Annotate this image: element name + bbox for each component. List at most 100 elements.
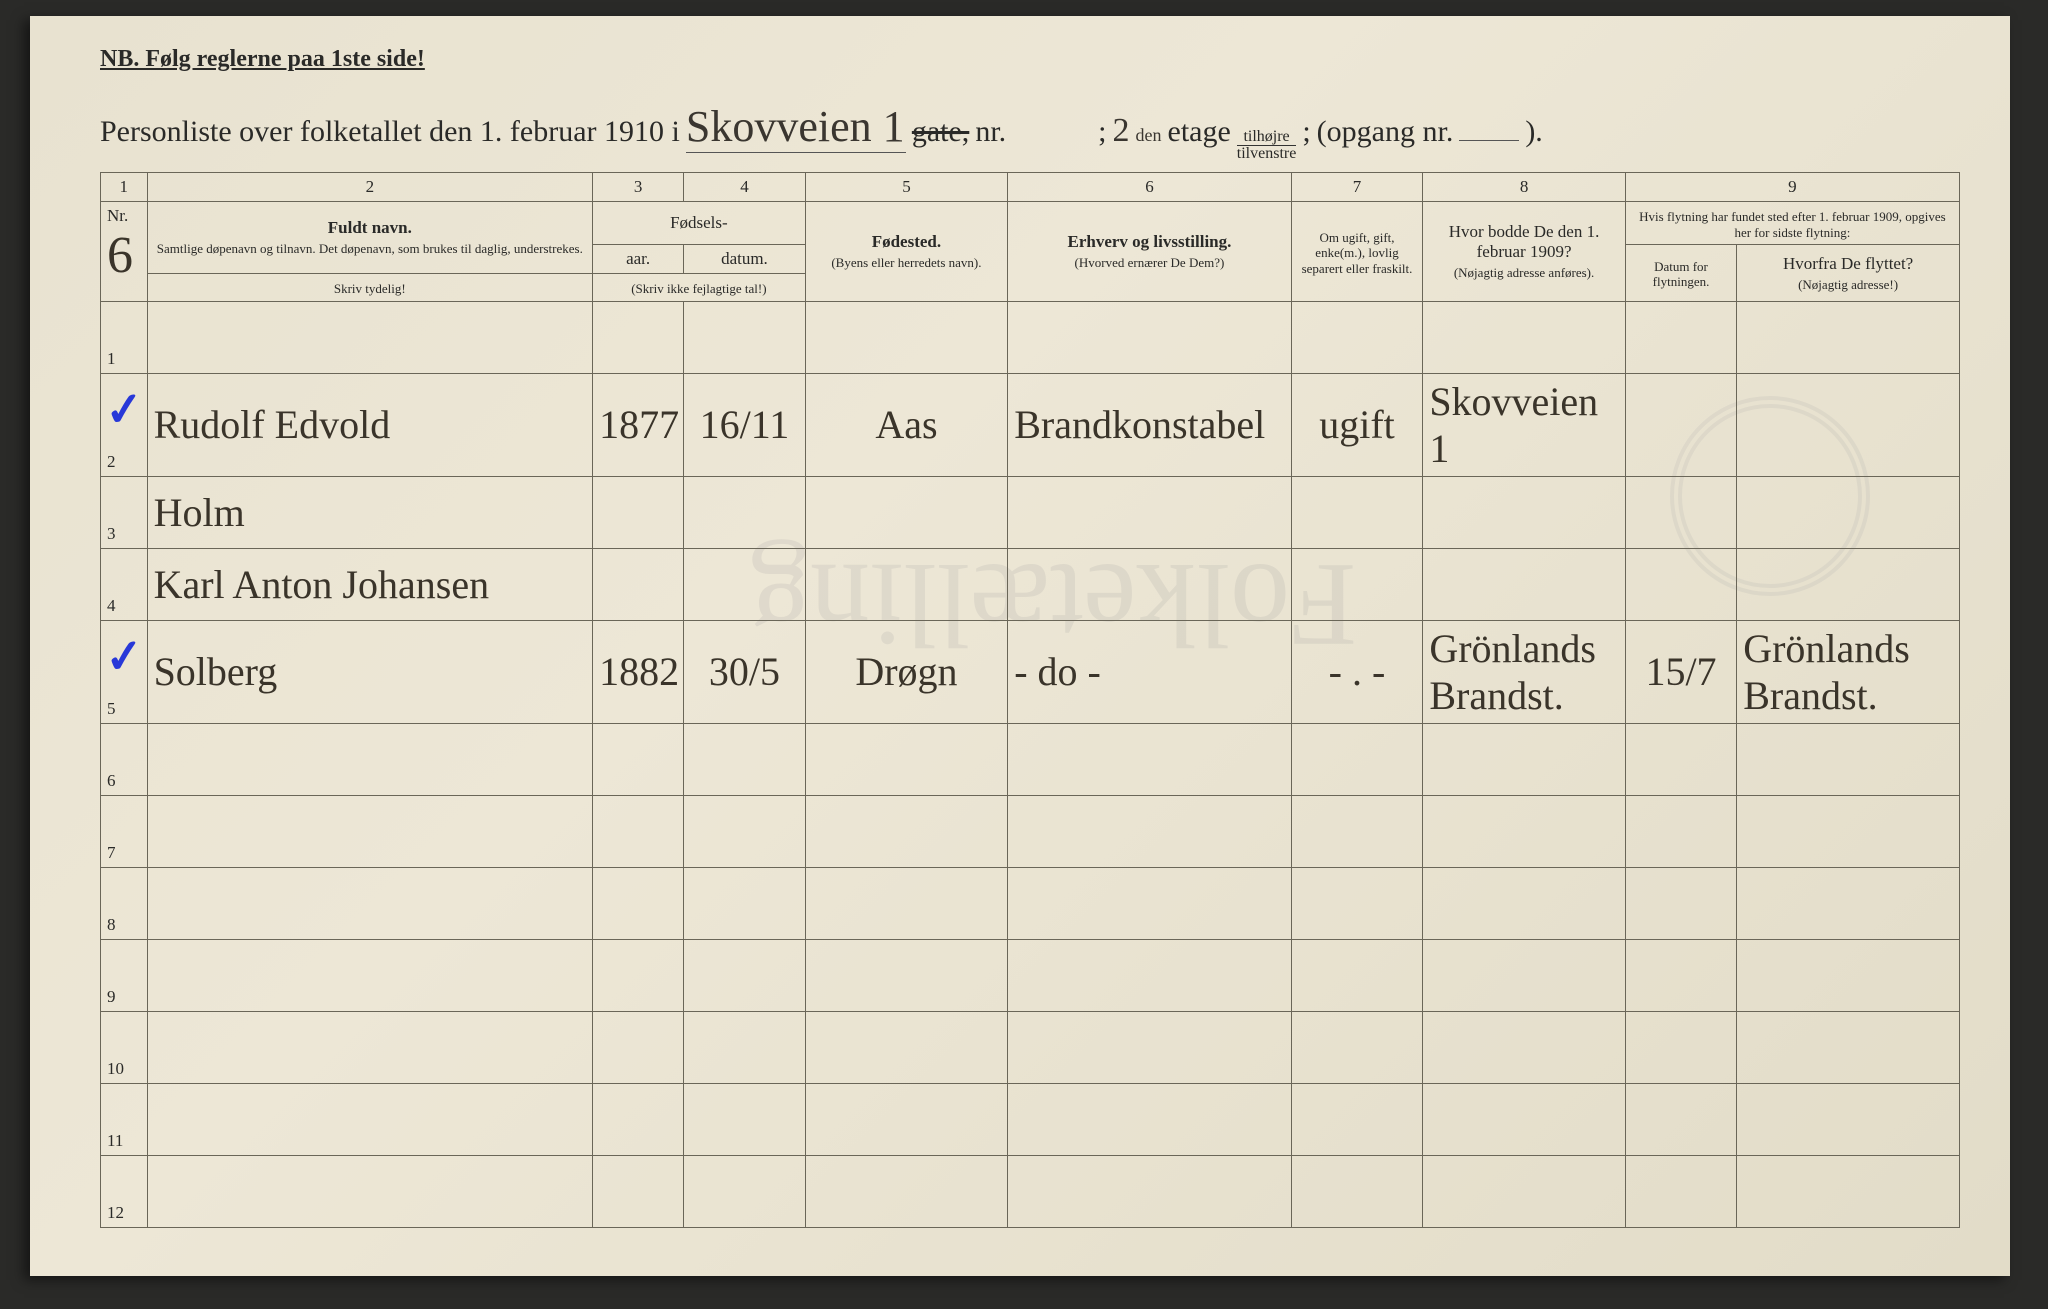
addr1909-cell: [1423, 548, 1626, 620]
name-cell: Solberg: [147, 620, 593, 723]
addr1909-cell: [1423, 301, 1626, 373]
header-row-1: Nr. 6 Fuldt navn. Samtlige døpenavn og t…: [101, 202, 1960, 245]
colnum-7: 7: [1291, 173, 1423, 202]
year-cell: 1877: [593, 373, 684, 476]
status-cell: [1291, 1083, 1423, 1155]
occupation-cell: [1008, 939, 1292, 1011]
content-area: NB. Følg reglerne paa 1ste side! Personl…: [100, 46, 1960, 1228]
addr1909-cell: [1423, 476, 1626, 548]
row-number: 3: [101, 476, 148, 548]
date-cell: [684, 939, 806, 1011]
place-cell: [805, 476, 1008, 548]
colnum-6: 6: [1008, 173, 1292, 202]
move-from-cell: Grönlands Brandst.: [1737, 620, 1960, 723]
etage-label: etage: [1168, 115, 1231, 149]
year-cell: [593, 1083, 684, 1155]
occupation-cell: [1008, 1011, 1292, 1083]
row-number: 9: [101, 939, 148, 1011]
row-number: 12: [101, 1155, 148, 1227]
table-row: 1: [101, 301, 1960, 373]
date-cell: [684, 548, 806, 620]
place-cell: [805, 723, 1008, 795]
move-from-cell: [1737, 939, 1960, 1011]
move-date-cell: [1625, 476, 1736, 548]
date-cell: [684, 301, 806, 373]
year-cell: [593, 1155, 684, 1227]
title-prefix: Personliste over folketallet den 1. febr…: [100, 115, 680, 149]
occupation-cell: [1008, 301, 1292, 373]
addr1909-cell: [1423, 867, 1626, 939]
place-cell: [805, 867, 1008, 939]
checkmark-icon: ✓: [103, 627, 146, 684]
name-cell: [147, 723, 593, 795]
move-date-cell: [1625, 939, 1736, 1011]
status-cell: [1291, 476, 1423, 548]
name-cell: Holm: [147, 476, 593, 548]
date-header: datum.: [684, 245, 806, 274]
year-cell: [593, 795, 684, 867]
name-cell: [147, 301, 593, 373]
move-from-cell: [1737, 373, 1960, 476]
occupation-header: Erhverv og livsstilling. (Hvorved ernære…: [1008, 202, 1292, 302]
row-number: 5✓: [101, 620, 148, 723]
move-date-cell: [1625, 1155, 1736, 1227]
table-row: 7: [101, 795, 1960, 867]
place-cell: [805, 1083, 1008, 1155]
move-from-cell: [1737, 301, 1960, 373]
date-cell: [684, 867, 806, 939]
move-from-header: Hvorfra De flyttet? (Nøjagtig adresse!): [1737, 245, 1960, 302]
status-cell: [1291, 1011, 1423, 1083]
year-header: aar.: [593, 245, 684, 274]
nb-instruction: NB. Følg reglerne paa 1ste side!: [100, 46, 1960, 73]
table-row: 8: [101, 867, 1960, 939]
name-cell: [147, 1083, 593, 1155]
name-cell: [147, 1155, 593, 1227]
move-from-cell: [1737, 723, 1960, 795]
skriv-tydelig: Skriv tydelig!: [147, 274, 593, 302]
status-cell: [1291, 301, 1423, 373]
table-row: 11: [101, 1083, 1960, 1155]
addr1909-cell: Grönlands Brandst.: [1423, 620, 1626, 723]
addr1909-cell: Skovveien 1: [1423, 373, 1626, 476]
table-row: 4Karl Anton Johansen: [101, 548, 1960, 620]
colnum-3: 3: [593, 173, 684, 202]
status-cell: ugift: [1291, 373, 1423, 476]
date-cell: [684, 1083, 806, 1155]
name-cell: Karl Anton Johansen: [147, 548, 593, 620]
move-date-cell: [1625, 795, 1736, 867]
nr-header-cell: Nr. 6: [101, 202, 148, 302]
date-cell: [684, 1011, 806, 1083]
status-header: Om ugift, gift, enke(m.), lovlig separer…: [1291, 202, 1423, 302]
street-handwritten: Skovveien 1: [686, 101, 906, 153]
status-cell: [1291, 867, 1423, 939]
move-header: Hvis flytning har fundet sted efter 1. f…: [1625, 202, 1959, 245]
occupation-cell: [1008, 548, 1292, 620]
table-row: 3Holm: [101, 476, 1960, 548]
move-from-cell: [1737, 476, 1960, 548]
move-from-cell: [1737, 795, 1960, 867]
checkmark-icon: ✓: [103, 380, 146, 437]
place-cell: [805, 939, 1008, 1011]
move-date-cell: [1625, 301, 1736, 373]
table-row: 6: [101, 723, 1960, 795]
colnum-9: 9: [1625, 173, 1959, 202]
colnum-8: 8: [1423, 173, 1626, 202]
move-from-cell: [1737, 1155, 1960, 1227]
status-cell: [1291, 795, 1423, 867]
table-row: 10: [101, 1011, 1960, 1083]
date-cell: [684, 795, 806, 867]
addr1909-cell: [1423, 1083, 1626, 1155]
date-cell: [684, 476, 806, 548]
row-number: 7: [101, 795, 148, 867]
place-cell: [805, 1011, 1008, 1083]
status-cell: [1291, 548, 1423, 620]
colnum-5: 5: [805, 173, 1008, 202]
place-cell: Drøgn: [805, 620, 1008, 723]
year-cell: [593, 548, 684, 620]
colnum-2: 2: [147, 173, 593, 202]
row-number: 8: [101, 867, 148, 939]
name-cell: [147, 867, 593, 939]
row-number: 11: [101, 1083, 148, 1155]
date-cell: [684, 723, 806, 795]
year-cell: [593, 476, 684, 548]
